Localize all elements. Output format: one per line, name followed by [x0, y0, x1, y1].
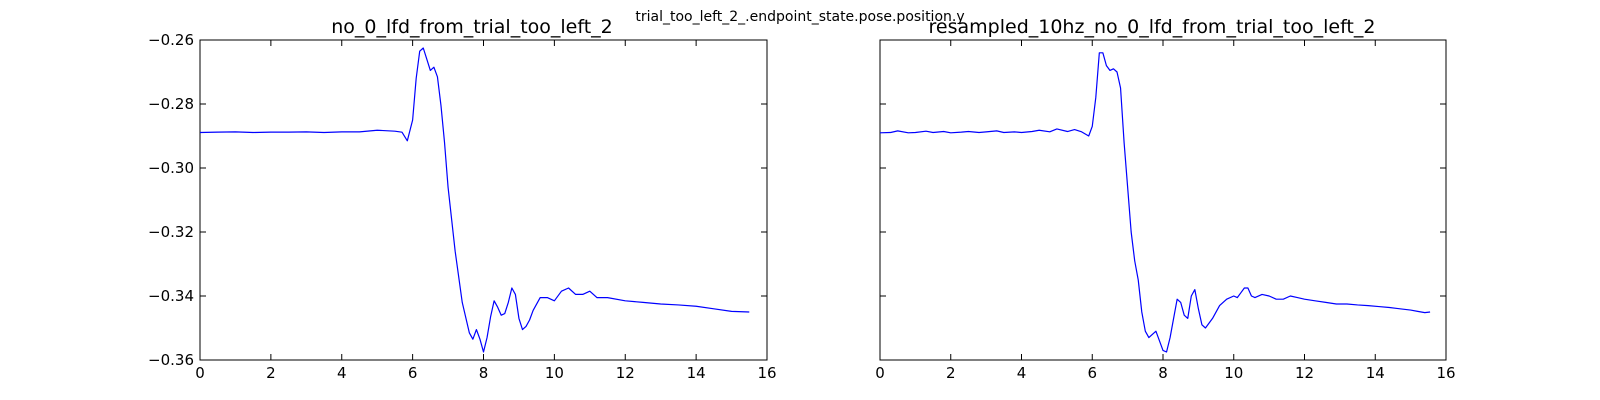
y-tick-label: −0.36 [148, 351, 194, 369]
x-tick-label: 6 [408, 364, 418, 382]
right-line-chart: resampled_10hz_no_0_lfd_from_trial_too_l… [875, 16, 1455, 382]
x-tick-label: 4 [1017, 364, 1027, 382]
left-chart-tick-labels: 0 2 4 6 8 10 12 14 16 −0.26 −0.28 −0.30 −0.32 −0.34 −0… [148, 31, 777, 382]
left-chart-series-line [199, 47, 750, 353]
right-chart-series-line [879, 52, 1431, 353]
x-tick-label: 0 [875, 364, 885, 382]
right-chart-tick-labels: 0 2 4 6 8 10 12 14 16 [875, 364, 1455, 382]
x-tick-label: 8 [1158, 364, 1168, 382]
x-tick-label: 8 [479, 364, 489, 382]
x-tick-label: 2 [946, 364, 956, 382]
x-tick-label: 2 [266, 364, 276, 382]
x-tick-label: 10 [545, 364, 564, 382]
y-tick-label: −0.26 [148, 31, 194, 49]
left-chart-ticks [199, 39, 768, 361]
y-tick-label: −0.34 [148, 287, 194, 305]
right-chart-frame [879, 39, 1447, 361]
x-tick-label: 16 [757, 364, 776, 382]
left-line-chart: no_0_lfd_from_trial_too_left_2 0 2 4 6 8 10 12… [148, 16, 777, 382]
x-tick-label: 12 [1295, 364, 1314, 382]
x-tick-label: 10 [1224, 364, 1243, 382]
x-tick-label: 6 [1087, 364, 1097, 382]
right-chart-title: resampled_10hz_no_0_lfd_from_trial_too_l… [929, 16, 1376, 38]
right-chart-ticks [879, 39, 1447, 361]
x-tick-label: 14 [1366, 364, 1385, 382]
x-tick-label: 4 [337, 364, 347, 382]
y-tick-label: −0.28 [148, 95, 194, 113]
figure-suptitle: trial_too_left_2_.endpoint_state.pose.po… [635, 9, 964, 25]
y-tick-label: −0.32 [148, 223, 194, 241]
x-tick-label: 0 [195, 364, 205, 382]
y-tick-label: −0.30 [148, 159, 194, 177]
left-chart-title: no_0_lfd_from_trial_too_left_2 [331, 16, 613, 38]
x-tick-label: 16 [1436, 364, 1455, 382]
x-tick-label: 14 [687, 364, 706, 382]
left-chart-frame [199, 39, 768, 361]
x-tick-label: 12 [616, 364, 635, 382]
